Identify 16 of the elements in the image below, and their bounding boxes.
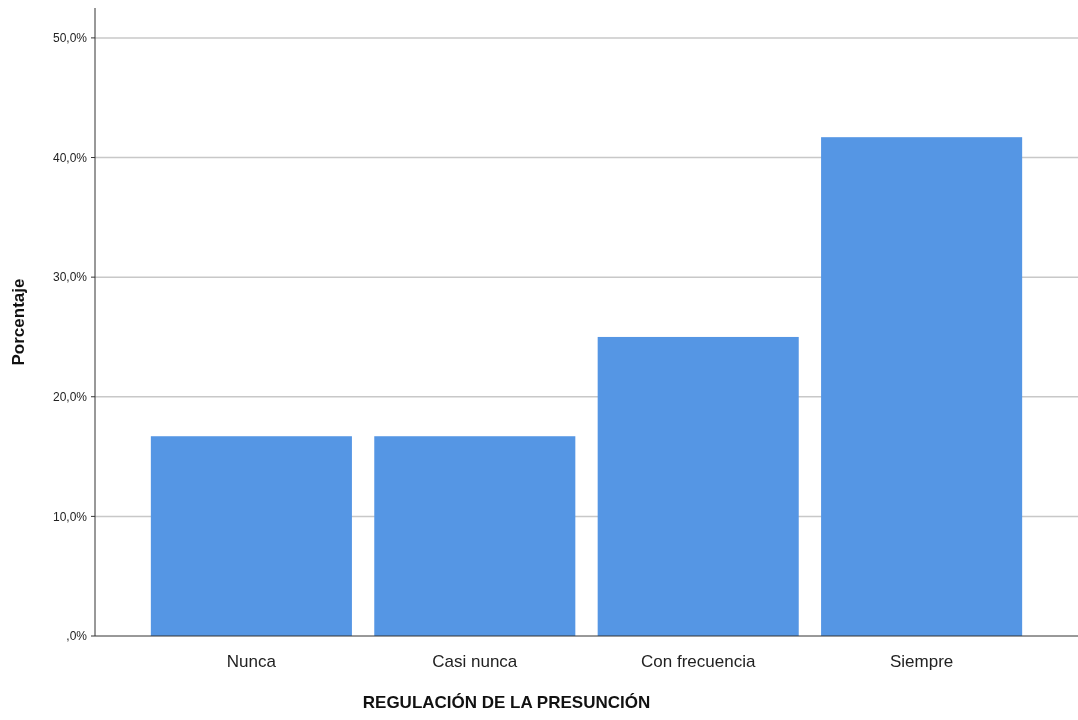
y-tick-label: 40,0% xyxy=(52,150,88,165)
y-tick-label: 30,0% xyxy=(52,270,88,285)
bar xyxy=(821,137,1023,636)
y-tick-label: 20,0% xyxy=(52,389,88,404)
x-tick-label: Nunca xyxy=(226,652,277,671)
x-axis-title: REGULACIÓN DE LA PRESUNCIÓN xyxy=(362,693,651,712)
y-tick-label: ,0% xyxy=(66,629,88,644)
bar xyxy=(374,436,576,636)
bar xyxy=(597,336,799,636)
y-axis-title: Porcentaje xyxy=(9,278,28,366)
y-tick-label: 50,0% xyxy=(52,31,88,46)
x-tick-label: Siempre xyxy=(889,652,954,671)
x-tick-label: Con frecuencia xyxy=(641,652,756,671)
x-tick-label: Casi nunca xyxy=(432,652,518,671)
y-tick-label: 10,0% xyxy=(52,509,88,524)
bar xyxy=(150,436,352,636)
